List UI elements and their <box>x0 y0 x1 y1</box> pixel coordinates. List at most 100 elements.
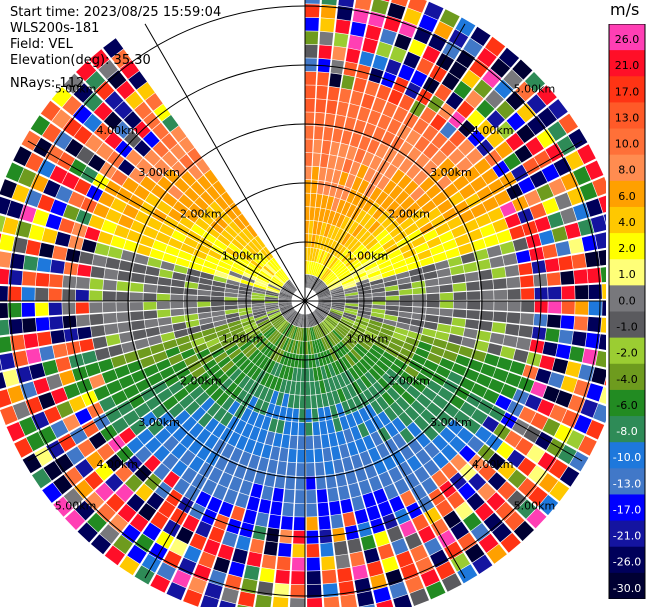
velocity-gate <box>81 350 98 365</box>
velocity-gate <box>306 463 315 477</box>
velocity-gate <box>513 349 529 363</box>
velocity-gate <box>381 323 396 332</box>
velocity-gate <box>393 358 408 371</box>
velocity-gate <box>355 318 369 327</box>
velocity-gate <box>419 177 435 192</box>
velocity-gate <box>292 326 298 340</box>
velocity-gate <box>332 169 342 184</box>
velocity-gate <box>469 58 489 78</box>
velocity-gate <box>526 94 547 114</box>
velocity-gate <box>330 259 341 271</box>
velocity-gate <box>312 312 321 324</box>
velocity-gate <box>213 556 231 574</box>
velocity-gate <box>331 292 345 297</box>
velocity-gate <box>12 184 30 203</box>
colorbar-tick-label: -17.0 <box>613 503 641 516</box>
velocity-gate <box>278 296 292 300</box>
velocity-gate <box>343 428 354 444</box>
velocity-gate <box>168 381 184 395</box>
velocity-gate <box>198 312 212 319</box>
velocity-gate <box>483 234 499 248</box>
velocity-gate <box>320 222 327 236</box>
velocity-gate <box>175 257 190 268</box>
velocity-gate <box>366 326 380 336</box>
velocity-gate <box>568 128 588 149</box>
velocity-gate <box>357 282 371 289</box>
velocity-gate <box>159 324 174 334</box>
velocity-gate <box>345 469 358 485</box>
velocity-gate <box>431 150 447 167</box>
velocity-gate <box>343 337 355 348</box>
velocity-gate <box>453 80 472 99</box>
velocity-gate <box>136 158 153 175</box>
velocity-gate <box>396 322 410 331</box>
velocity-gate <box>123 111 142 129</box>
velocity-gate <box>349 551 365 567</box>
velocity-gate <box>108 514 128 534</box>
velocity-gate <box>436 268 451 278</box>
colorbar-bin <box>609 180 645 208</box>
velocity-gate <box>332 298 345 301</box>
velocity-gate <box>390 401 404 417</box>
velocity-gate <box>316 324 325 337</box>
velocity-gate <box>397 316 411 325</box>
velocity-gate <box>193 564 212 582</box>
velocity-gate <box>119 260 134 272</box>
velocity-gate <box>221 191 234 206</box>
velocity-gate <box>205 382 219 397</box>
velocity-gate <box>480 363 496 378</box>
velocity-gate <box>246 551 262 567</box>
velocity-gate <box>408 39 427 57</box>
velocity-gate <box>255 254 267 265</box>
velocity-gate <box>182 514 200 532</box>
velocity-gate <box>309 261 314 275</box>
velocity-gate <box>388 342 402 353</box>
velocity-gate <box>537 399 555 417</box>
velocity-gate <box>128 393 145 409</box>
velocity-gate <box>341 75 355 90</box>
velocity-gate <box>453 301 467 309</box>
velocity-gate <box>578 435 597 456</box>
colorbar-bin <box>609 572 645 599</box>
velocity-gate <box>193 249 208 260</box>
velocity-gate <box>404 223 419 236</box>
range-ring-label: 5.00km <box>55 500 97 513</box>
velocity-gate <box>348 35 364 51</box>
velocity-gate <box>246 364 259 378</box>
velocity-gate <box>364 371 377 385</box>
velocity-gate <box>212 484 228 501</box>
velocity-gate <box>251 295 265 299</box>
velocity-gate <box>458 138 475 156</box>
velocity-gate <box>415 193 431 208</box>
velocity-gate <box>55 356 72 372</box>
velocity-gate <box>326 391 335 406</box>
velocity-gate <box>234 235 248 247</box>
velocity-cells <box>0 0 606 607</box>
velocity-gate <box>228 221 242 235</box>
velocity-gate <box>191 406 206 422</box>
velocity-gate <box>102 291 116 301</box>
velocity-gate <box>315 462 325 476</box>
velocity-gate <box>293 340 299 354</box>
velocity-gate <box>435 499 454 518</box>
velocity-gate <box>306 274 310 288</box>
velocity-gate <box>225 364 239 378</box>
velocity-gate <box>283 308 295 318</box>
velocity-gate <box>224 301 238 306</box>
velocity-gate <box>437 199 453 214</box>
velocity-gate <box>216 265 230 275</box>
velocity-gate <box>298 422 305 436</box>
colorbar-tick-label: -30.0 <box>613 582 641 595</box>
velocity-gate <box>313 263 320 276</box>
velocity-gate <box>542 418 561 437</box>
velocity-gate <box>147 217 163 231</box>
velocity-gate <box>65 138 84 158</box>
velocity-gate <box>63 73 84 94</box>
velocity-gate <box>316 288 329 295</box>
velocity-gate <box>317 290 330 297</box>
velocity-gate <box>273 348 282 362</box>
velocity-gate <box>453 174 470 191</box>
velocity-gate <box>344 369 355 383</box>
velocity-gate <box>316 265 325 278</box>
velocity-gate <box>435 561 456 580</box>
